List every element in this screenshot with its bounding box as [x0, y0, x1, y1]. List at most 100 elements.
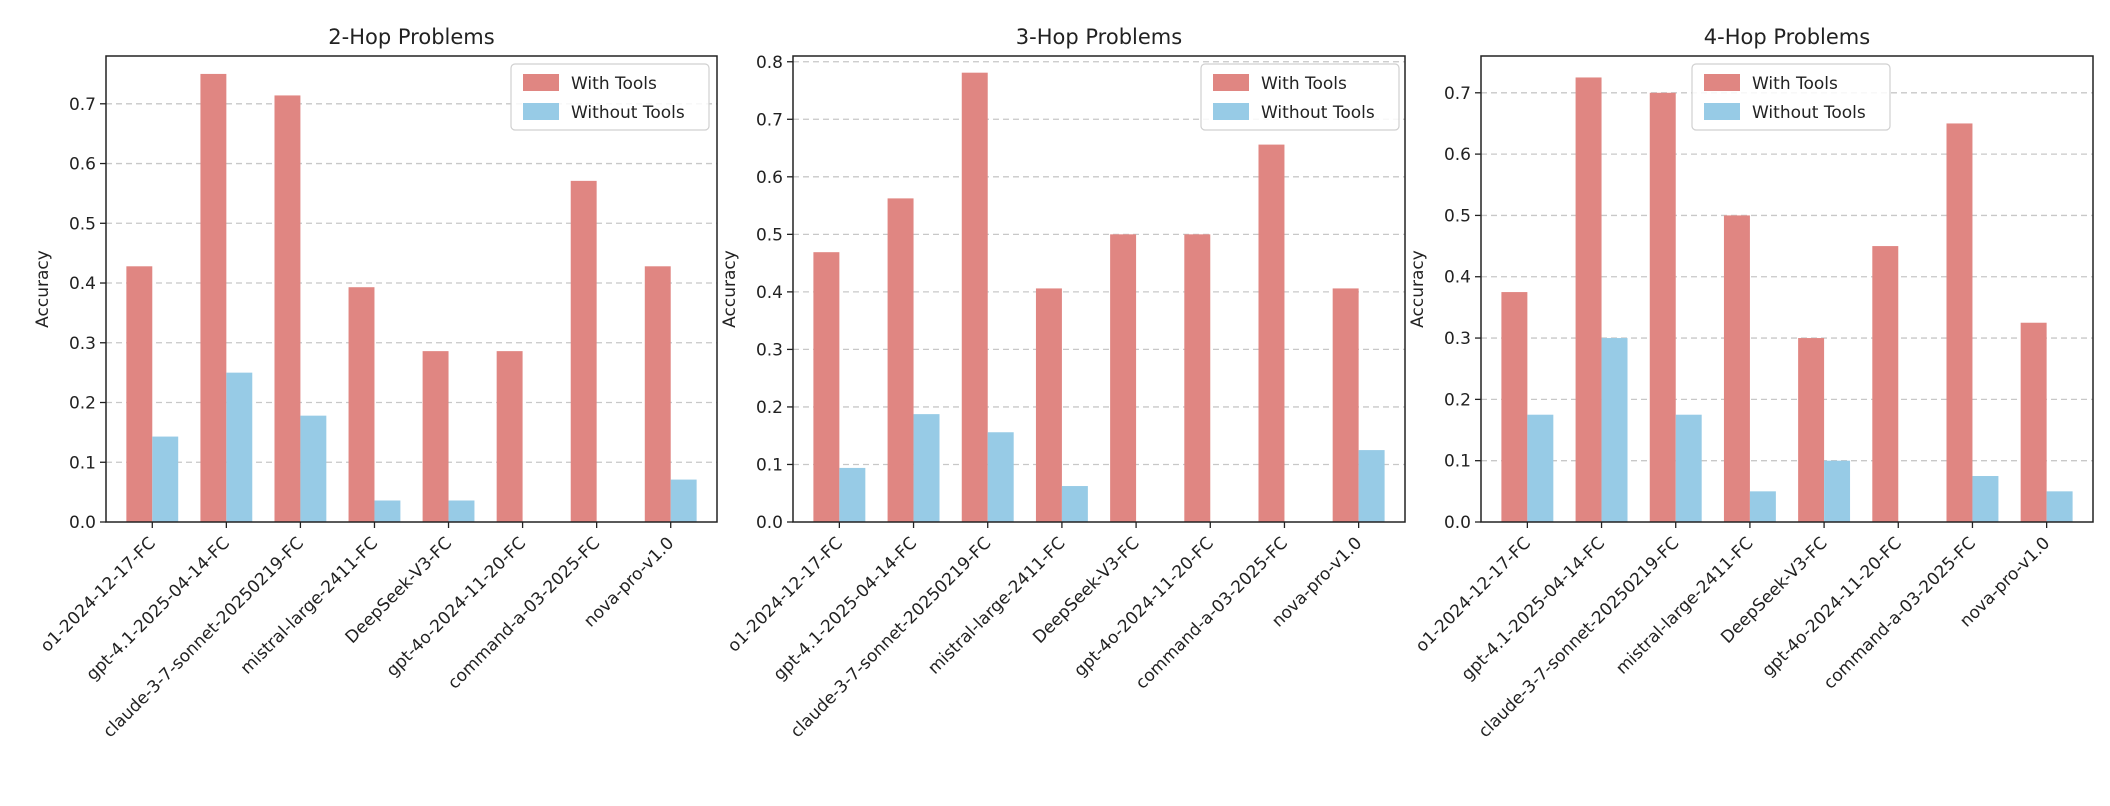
x-tick-label: command-a-03-2025-FC [1820, 533, 1980, 693]
bar-without-tools [913, 414, 940, 522]
y-tick-label: 0.4 [69, 274, 96, 294]
bar-with-tools [1649, 92, 1676, 522]
legend-label: Without Tools [1752, 103, 1866, 123]
x-tick-label: gpt-4o-2024-11-20-FC [383, 533, 531, 681]
legend-label: Without Tools [1261, 103, 1375, 123]
chart-panel-1: 0.00.10.20.30.40.50.60.7o1-2024-12-17-FC… [33, 25, 718, 742]
chart-title: 4-Hop Problems [1704, 25, 1870, 49]
bar-with-tools [1184, 234, 1211, 522]
bar-with-tools [1035, 288, 1062, 522]
bar-with-tools [1332, 288, 1359, 522]
y-tick-label: 0.4 [756, 283, 783, 303]
y-tick-label: 0.0 [1444, 513, 1471, 533]
x-tick-label: command-a-03-2025-FC [444, 533, 604, 693]
bar-without-tools [1675, 414, 1702, 522]
x-tick-label: mistral-large-2411-FC [924, 533, 1069, 678]
bar-without-tools [152, 436, 179, 522]
y-tick-label: 0.0 [69, 513, 96, 533]
bar-with-tools [200, 73, 227, 522]
axes-frame [792, 55, 1406, 523]
y-tick-label: 0.8 [756, 53, 783, 73]
x-tick-label: command-a-03-2025-FC [1132, 533, 1292, 693]
bar-without-tools [1527, 414, 1554, 522]
x-tick-label: gpt-4.1-2025-04-14-FC [82, 533, 233, 684]
legend-swatch [1213, 74, 1249, 91]
x-tick-label: mistral-large-2411-FC [237, 533, 382, 678]
y-tick-label: 0.7 [69, 95, 96, 115]
y-tick-label: 0.2 [756, 398, 783, 418]
y-tick-label: 0.5 [1444, 206, 1471, 226]
y-tick-label: 0.5 [756, 225, 783, 245]
bar-with-tools [1258, 144, 1285, 522]
bar-without-tools [374, 500, 401, 522]
x-tick-label: gpt-4.1-2025-04-14-FC [770, 533, 921, 684]
bar-without-tools [1824, 460, 1851, 522]
legend-box [1200, 63, 1400, 131]
chart-panel-2: 0.00.10.20.30.40.50.60.70.8o1-2024-12-17… [720, 25, 1406, 742]
y-tick-label: 0.6 [69, 155, 96, 175]
y-tick-label: 0.3 [69, 334, 96, 354]
y-tick-label: 0.6 [1444, 145, 1471, 165]
y-axis-label: Accuracy [1408, 250, 1428, 328]
bar-without-tools [1358, 450, 1385, 522]
bar-without-tools [1749, 491, 1776, 522]
y-tick-label: 0.3 [756, 340, 783, 360]
bar-with-tools [644, 266, 671, 522]
chart-title: 2-Hop Problems [328, 25, 494, 49]
legend-label: With Tools [1261, 74, 1347, 94]
bar-with-tools [1723, 215, 1750, 522]
bar-with-tools [274, 95, 301, 522]
legend-swatch [523, 103, 559, 120]
y-tick-label: 0.6 [756, 168, 783, 188]
bar-without-tools [1972, 476, 1999, 522]
y-tick-label: 0.7 [756, 110, 783, 130]
y-tick-label: 0.1 [1444, 452, 1471, 472]
bar-with-tools [422, 351, 449, 522]
x-tick-label: gpt-4.1-2025-04-14-FC [1458, 533, 1609, 684]
bar-with-tools [126, 266, 153, 522]
chart-panel-3: 0.00.10.20.30.40.50.60.7o1-2024-12-17-FC… [1408, 25, 2094, 742]
legend-swatch [1704, 103, 1740, 120]
bar-with-tools [1501, 292, 1528, 522]
axes-frame [1480, 55, 2094, 523]
y-tick-label: 0.2 [1444, 390, 1471, 410]
bar-with-tools [496, 351, 523, 522]
bar-without-tools [987, 432, 1014, 522]
bar-with-tools [2020, 322, 2047, 522]
y-tick-label: 0.0 [756, 513, 783, 533]
y-tick-label: 0.3 [1444, 329, 1471, 349]
bar-with-tools [887, 198, 914, 522]
legend-box [510, 63, 710, 131]
bar-without-tools [1061, 486, 1088, 522]
axes-frame [105, 55, 718, 523]
bar-without-tools [2046, 491, 2073, 522]
x-tick-label: mistral-large-2411-FC [1612, 533, 1757, 678]
bar-without-tools [300, 415, 327, 522]
bar-with-tools [1798, 338, 1825, 522]
x-tick-label: gpt-4o-2024-11-20-FC [1070, 533, 1218, 681]
y-tick-label: 0.2 [69, 394, 96, 414]
y-axis-label: Accuracy [720, 250, 740, 328]
y-tick-label: 0.7 [1444, 84, 1471, 104]
legend-label: With Tools [571, 74, 657, 94]
y-tick-label: 0.1 [69, 453, 96, 473]
legend-swatch [523, 74, 559, 91]
bar-with-tools [1946, 123, 1973, 523]
bar-without-tools [1601, 338, 1628, 522]
legend-label: Without Tools [571, 103, 685, 123]
bar-with-tools [1110, 234, 1137, 522]
chart-title: 3-Hop Problems [1016, 25, 1182, 49]
legend-swatch [1704, 74, 1740, 91]
bar-with-tools [348, 287, 375, 522]
bar-with-tools [1575, 77, 1602, 523]
y-tick-label: 0.5 [69, 214, 96, 234]
y-axis-label: Accuracy [33, 250, 53, 328]
x-tick-label: gpt-4o-2024-11-20-FC [1758, 533, 1906, 681]
bar-with-tools [570, 180, 597, 522]
bar-without-tools [839, 467, 866, 522]
legend-swatch [1213, 103, 1249, 120]
bar-without-tools [226, 372, 253, 522]
bar-with-tools [1872, 246, 1899, 522]
legend-label: With Tools [1752, 74, 1838, 94]
